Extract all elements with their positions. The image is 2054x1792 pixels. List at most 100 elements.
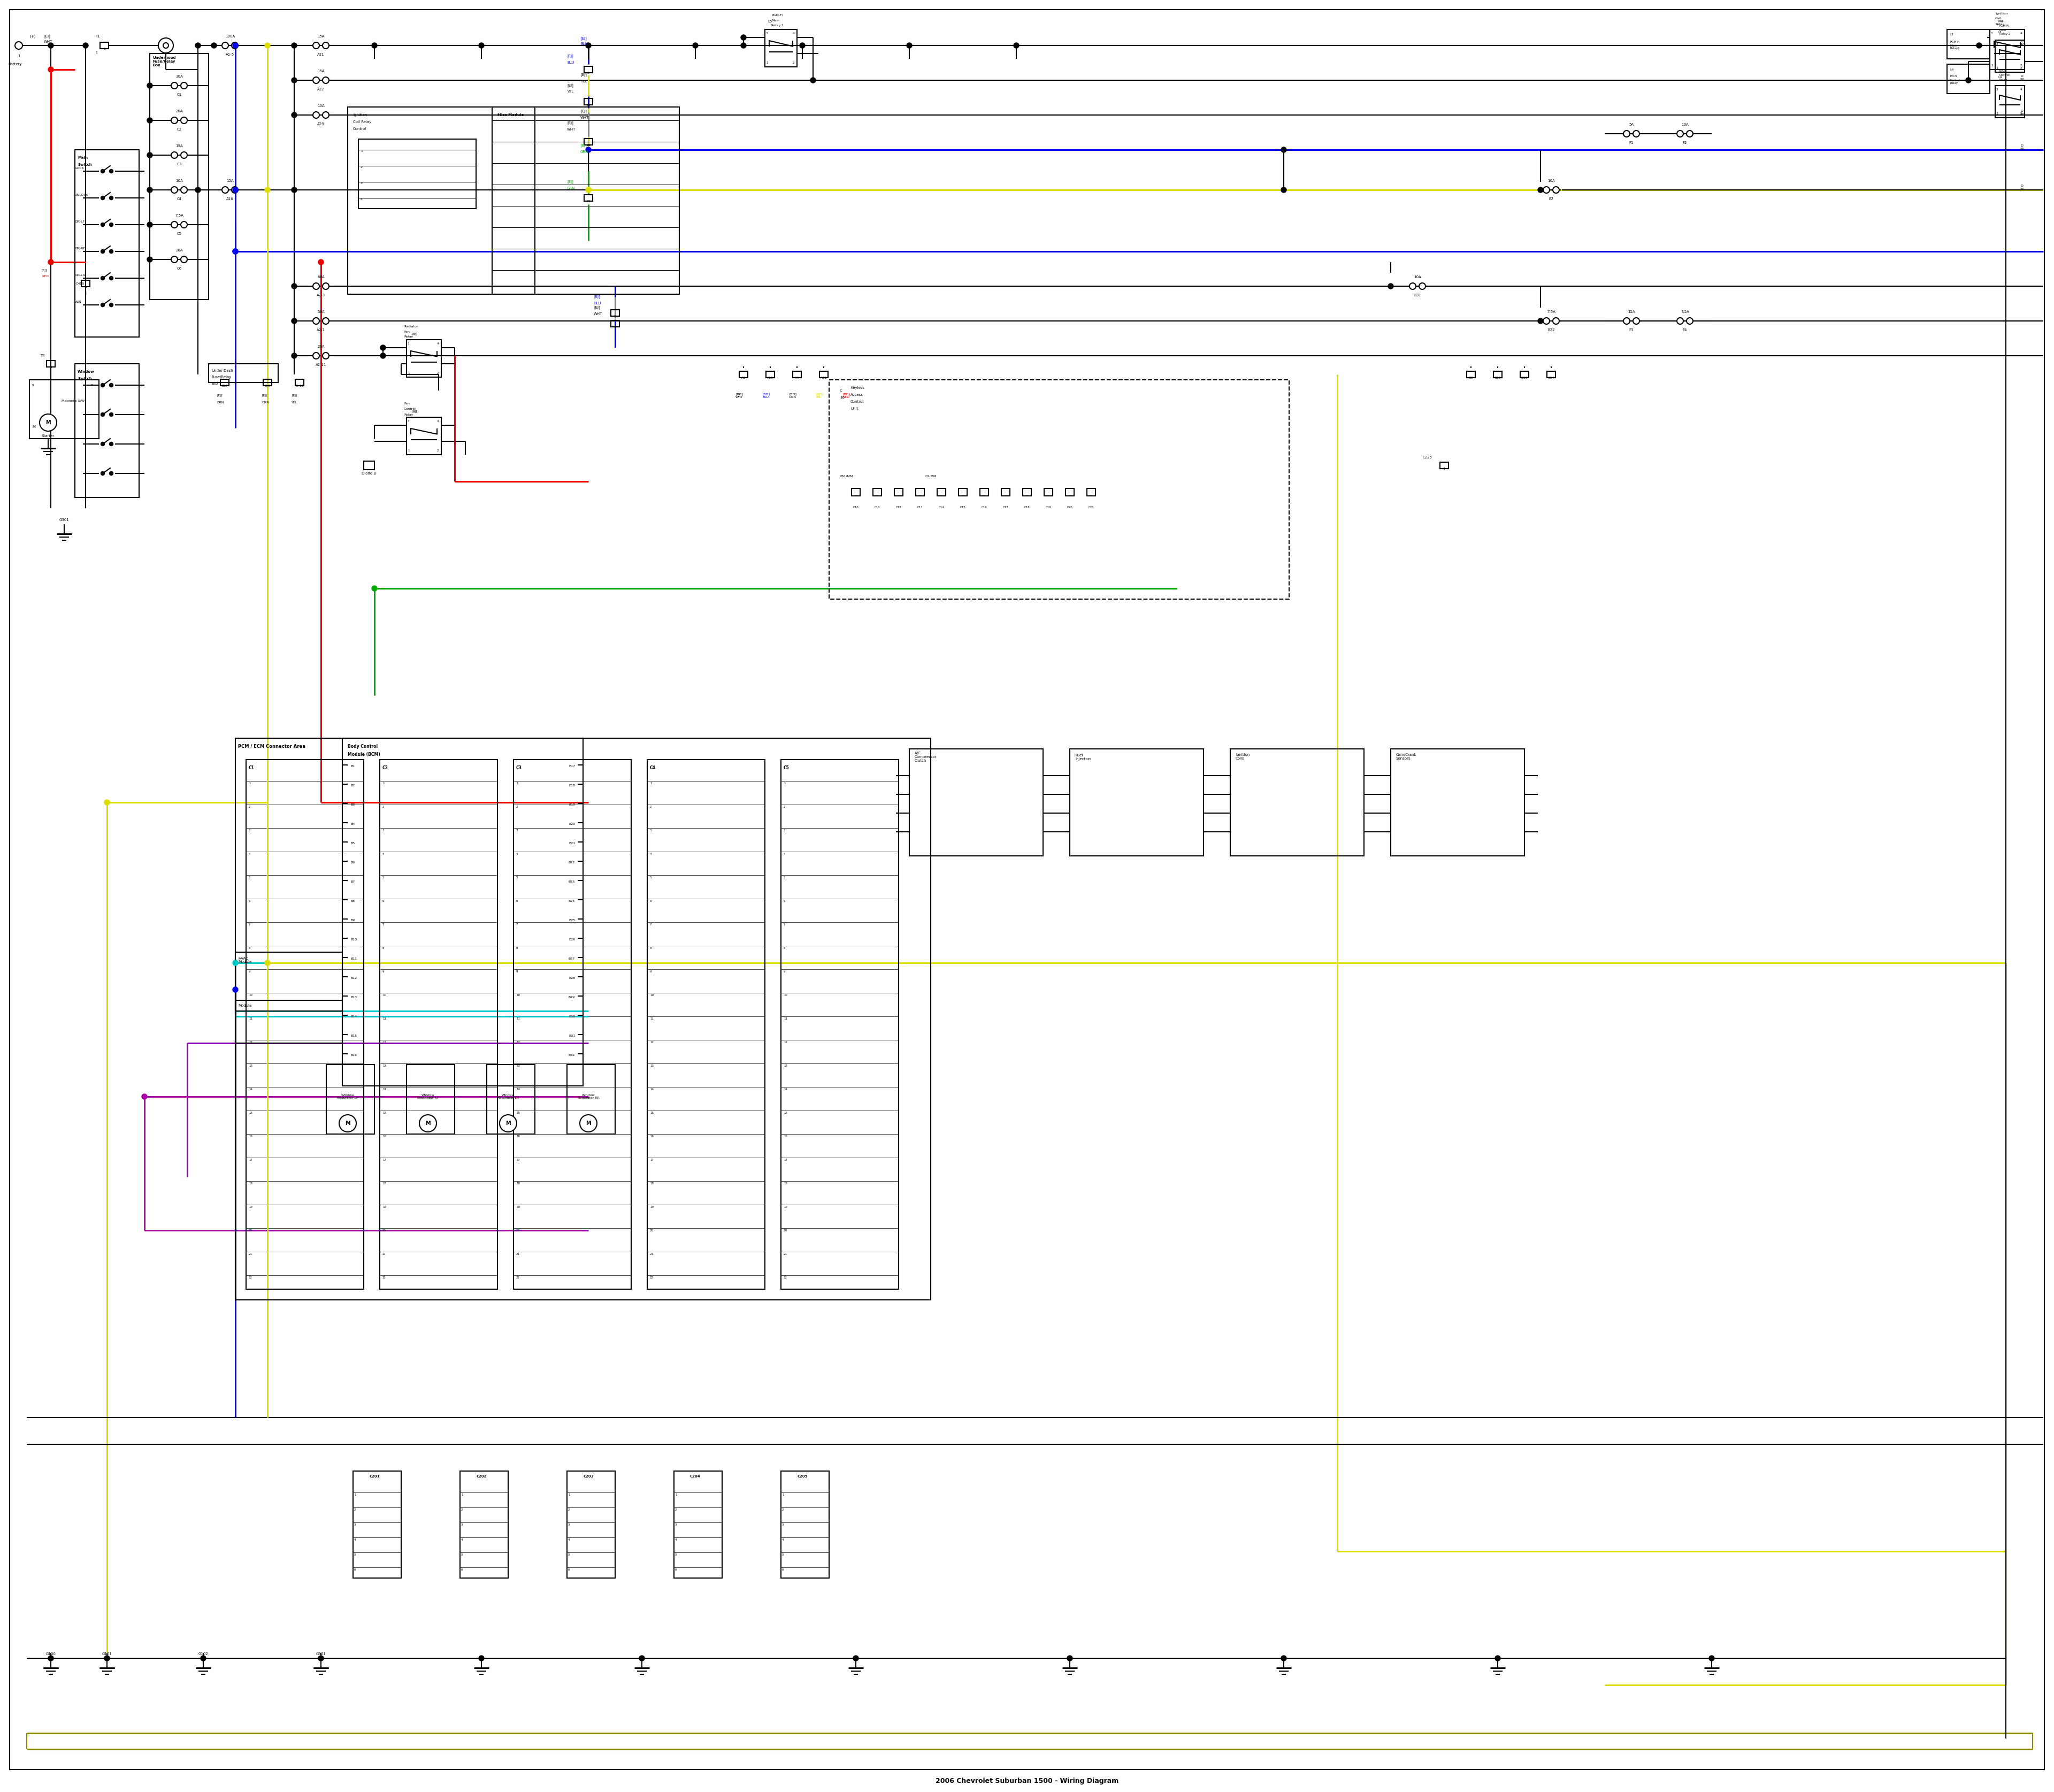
Text: M: M bbox=[425, 1120, 431, 1125]
Text: 13: 13 bbox=[649, 1064, 653, 1068]
Circle shape bbox=[1633, 131, 1639, 136]
Text: Fan: Fan bbox=[405, 403, 409, 405]
Bar bbox=[74, 151, 140, 337]
Text: 60A: 60A bbox=[316, 276, 325, 280]
Circle shape bbox=[585, 147, 592, 152]
Text: UNLOCK: UNLOCK bbox=[74, 194, 88, 197]
Bar bbox=[407, 418, 442, 455]
Circle shape bbox=[292, 43, 298, 48]
Text: F1: F1 bbox=[1629, 142, 1633, 145]
Text: Module: Module bbox=[238, 1004, 251, 1007]
Text: F2: F2 bbox=[1682, 142, 1686, 145]
Text: D8: D8 bbox=[1469, 376, 1473, 380]
Circle shape bbox=[109, 276, 113, 280]
Text: 19: 19 bbox=[785, 1206, 787, 1208]
Circle shape bbox=[109, 412, 113, 416]
Bar bbox=[610, 321, 620, 326]
Text: D 10: D 10 bbox=[296, 385, 304, 387]
Text: 8: 8 bbox=[587, 72, 589, 73]
Bar bbox=[820, 371, 828, 378]
Text: 15: 15 bbox=[249, 1111, 253, 1115]
Circle shape bbox=[318, 1656, 325, 1661]
Text: B27: B27 bbox=[569, 957, 575, 961]
Circle shape bbox=[195, 186, 201, 192]
Text: M: M bbox=[33, 425, 35, 428]
Circle shape bbox=[479, 43, 485, 48]
Text: 18: 18 bbox=[516, 1183, 520, 1185]
Circle shape bbox=[1419, 283, 1425, 289]
Text: Diode B: Diode B bbox=[362, 471, 376, 475]
Circle shape bbox=[1966, 77, 1972, 82]
Text: [EJ]: [EJ] bbox=[216, 394, 222, 398]
Bar bbox=[647, 760, 764, 1288]
Text: 10A: 10A bbox=[316, 104, 325, 108]
Text: Window: Window bbox=[78, 371, 94, 373]
Circle shape bbox=[105, 799, 109, 805]
Text: B3: B3 bbox=[351, 803, 355, 806]
Circle shape bbox=[105, 1656, 109, 1661]
Text: 19: 19 bbox=[585, 201, 589, 202]
Text: B14: B14 bbox=[351, 1014, 357, 1018]
Bar bbox=[347, 108, 534, 294]
Circle shape bbox=[109, 222, 113, 226]
Text: [EJ]: [EJ] bbox=[581, 109, 587, 113]
Text: 10: 10 bbox=[516, 995, 520, 996]
Text: D
[N]: D [N] bbox=[2019, 143, 2025, 151]
Text: B7: B7 bbox=[351, 880, 355, 883]
Text: B22: B22 bbox=[569, 860, 575, 864]
Text: B20: B20 bbox=[569, 823, 575, 824]
Circle shape bbox=[201, 1656, 205, 1661]
Circle shape bbox=[339, 1115, 355, 1133]
Text: B15: B15 bbox=[351, 1034, 357, 1038]
Bar bbox=[583, 138, 594, 145]
Bar bbox=[910, 749, 1043, 857]
Text: C11: C11 bbox=[875, 505, 879, 509]
Circle shape bbox=[265, 961, 271, 966]
Circle shape bbox=[1013, 43, 1019, 48]
Text: 13: 13 bbox=[382, 1064, 386, 1068]
Text: DR-LF: DR-LF bbox=[74, 220, 84, 224]
Text: LOCK: LOCK bbox=[74, 167, 84, 170]
Text: [BD]
WHT: [BD] WHT bbox=[735, 392, 744, 400]
Text: 20A: 20A bbox=[175, 109, 183, 113]
Text: 1: 1 bbox=[94, 52, 97, 54]
Bar bbox=[674, 1471, 723, 1579]
Text: 19: 19 bbox=[516, 1206, 520, 1208]
Text: B4: B4 bbox=[351, 823, 355, 824]
Text: C16: C16 bbox=[982, 505, 988, 509]
Circle shape bbox=[1409, 283, 1415, 289]
Bar bbox=[567, 1064, 614, 1134]
Text: Ignition: Ignition bbox=[1994, 13, 2009, 14]
Circle shape bbox=[101, 249, 105, 253]
Text: 10: 10 bbox=[785, 995, 787, 996]
Text: 20: 20 bbox=[516, 1229, 520, 1233]
Text: Box: Box bbox=[212, 382, 218, 385]
Text: C2-MM: C2-MM bbox=[926, 475, 937, 477]
Circle shape bbox=[1389, 283, 1393, 289]
Text: B31: B31 bbox=[1413, 294, 1421, 297]
Circle shape bbox=[1553, 317, 1559, 324]
Text: M: M bbox=[345, 1120, 351, 1125]
Text: DR-LR: DR-LR bbox=[74, 274, 84, 276]
Text: 21: 21 bbox=[382, 1253, 386, 1256]
Bar bbox=[407, 340, 442, 376]
Text: A4: A4 bbox=[795, 376, 799, 380]
Text: YEL: YEL bbox=[567, 90, 573, 93]
Text: D
[N]: D [N] bbox=[2019, 75, 2025, 81]
Bar bbox=[852, 489, 861, 496]
Text: YEL: YEL bbox=[581, 79, 587, 82]
Text: D
[N]: D [N] bbox=[2019, 185, 2025, 190]
Circle shape bbox=[312, 353, 318, 358]
Bar bbox=[781, 760, 900, 1288]
Text: B11: B11 bbox=[351, 957, 357, 961]
Bar bbox=[1467, 371, 1475, 378]
Text: C1: C1 bbox=[249, 765, 255, 771]
Text: Fuse/Relay: Fuse/Relay bbox=[212, 376, 232, 378]
Text: 15: 15 bbox=[785, 1111, 787, 1115]
Text: WIN: WIN bbox=[74, 301, 82, 303]
Text: C225: C225 bbox=[1423, 455, 1432, 459]
Circle shape bbox=[1553, 186, 1559, 194]
Bar bbox=[364, 461, 374, 470]
Text: 1: 1 bbox=[84, 285, 86, 289]
Circle shape bbox=[1543, 186, 1549, 194]
